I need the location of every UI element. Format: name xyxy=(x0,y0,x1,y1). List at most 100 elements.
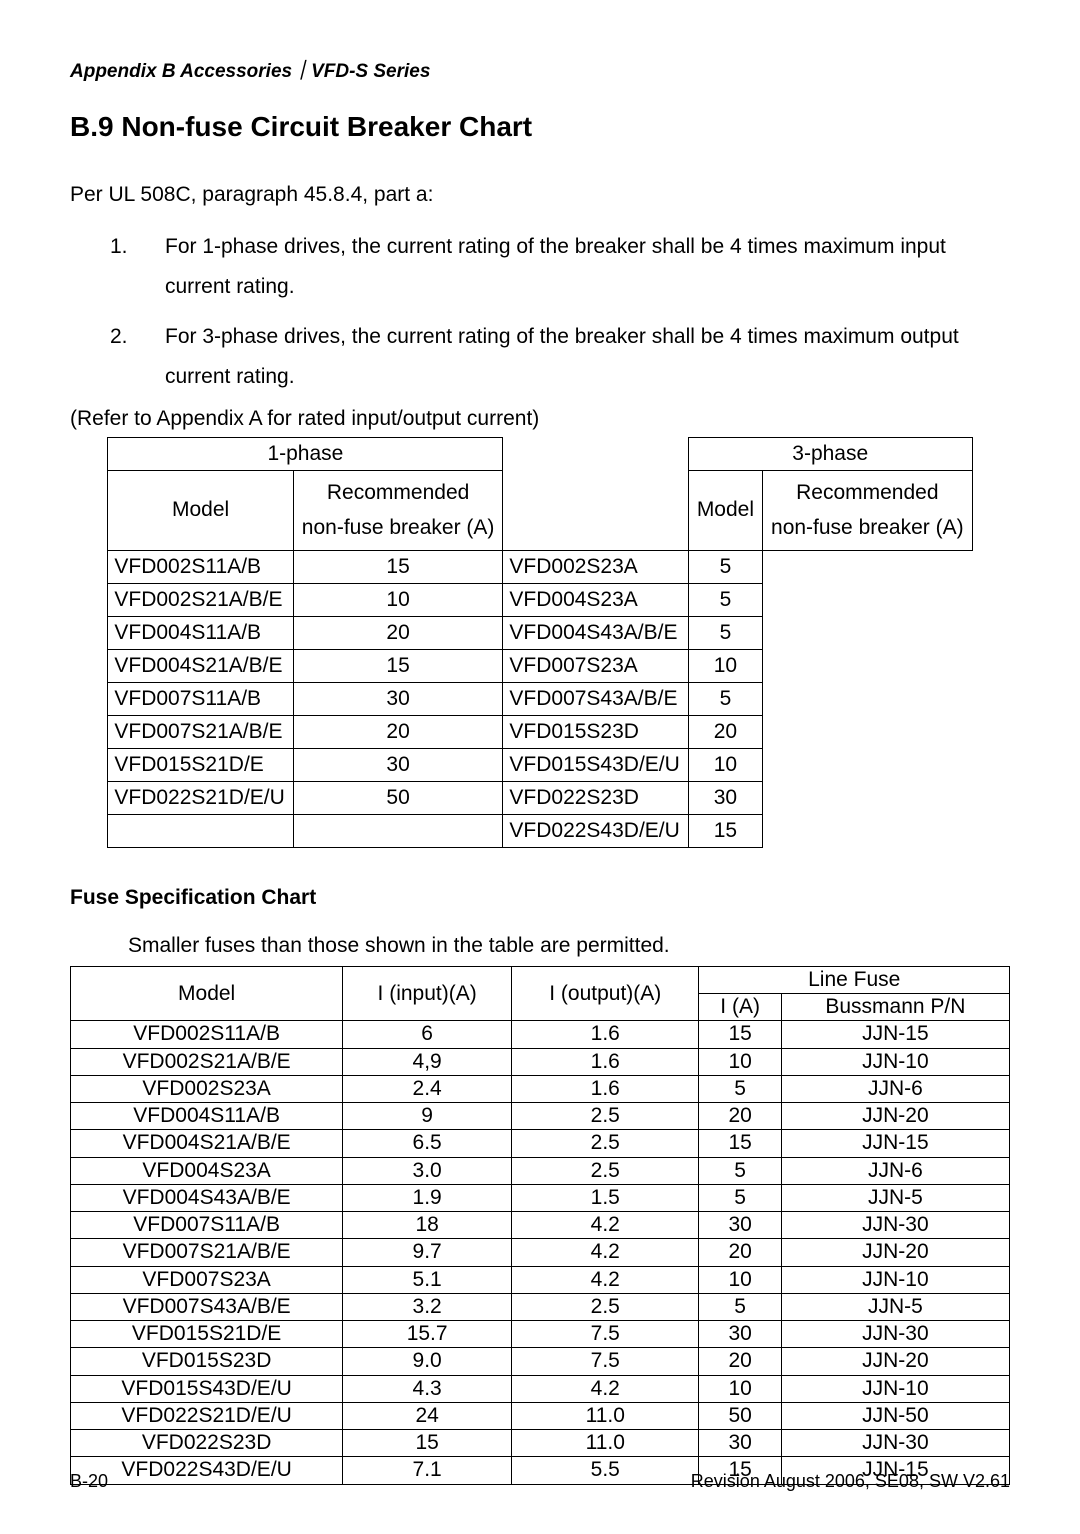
fuse-cell: 2.5 xyxy=(512,1157,699,1184)
fuse-cell: 4.3 xyxy=(343,1375,512,1402)
table-row: VFD004S21A/B/E6.52.515JJN-15 xyxy=(71,1130,1010,1157)
breaker-model-cell: VFD004S23A xyxy=(503,583,688,616)
fuse-cell: VFD007S43A/B/E xyxy=(71,1293,343,1320)
table-row: VFD015S43D/E/U4.34.210JJN-10 xyxy=(71,1375,1010,1402)
fuse-table: Model I (input)(A) I (output)(A) Line Fu… xyxy=(70,966,1010,1485)
breaker-model-cell: VFD022S43D/E/U xyxy=(503,814,688,847)
breaker-table-wrap: 1-phase 3-phase Model Recommended non-fu… xyxy=(70,437,1010,848)
table-row: VFD015S23D9.07.520JJN-20 xyxy=(71,1348,1010,1375)
fuse-cell: JJN-20 xyxy=(781,1239,1009,1266)
fuse-cell: JJN-15 xyxy=(781,1130,1009,1157)
fuse-cell: 2.5 xyxy=(512,1103,699,1130)
breaker-model-cell: VFD002S21A/B/E xyxy=(108,583,293,616)
fuse-cell: VFD015S21D/E xyxy=(71,1321,343,1348)
breaker-value-cell: 15 xyxy=(293,649,503,682)
fuse-cell: JJN-15 xyxy=(781,1021,1009,1048)
breaker-model-cell: VFD007S11A/B xyxy=(108,682,293,715)
fuse-cell: VFD002S23A xyxy=(71,1075,343,1102)
fuse-cell: 5 xyxy=(699,1157,781,1184)
fuse-cell: 9.0 xyxy=(343,1348,512,1375)
col-model-1: Model xyxy=(108,470,293,550)
fuse-col-ia: I (A) xyxy=(699,994,781,1021)
fuse-cell: JJN-10 xyxy=(781,1266,1009,1293)
fuse-cell: 50 xyxy=(699,1402,781,1429)
fuse-col-iin: I (input)(A) xyxy=(343,966,512,1021)
breaker-model-cell: VFD015S43D/E/U xyxy=(503,748,688,781)
fuse-cell: 5 xyxy=(699,1293,781,1320)
breaker-model-cell: VFD004S21A/B/E xyxy=(108,649,293,682)
intro-list-item: 2.For 3-phase drives, the current rating… xyxy=(110,317,1010,397)
fuse-cell: VFD022S21D/E/U xyxy=(71,1402,343,1429)
table-row: VFD002S23A2.41.65JJN-6 xyxy=(71,1075,1010,1102)
fuse-cell: VFD015S43D/E/U xyxy=(71,1375,343,1402)
fuse-cell: 9 xyxy=(343,1103,512,1130)
fuse-cell: VFD022S23D xyxy=(71,1430,343,1457)
table-row: VFD004S11A/B20VFD004S43A/B/E5 xyxy=(108,616,972,649)
col-rec-1: Recommended non-fuse breaker (A) xyxy=(293,470,503,550)
fuse-cell: JJN-20 xyxy=(781,1103,1009,1130)
fuse-cell: 15 xyxy=(699,1021,781,1048)
breaker-value-cell: 5 xyxy=(688,682,762,715)
table-row: VFD015S21D/E30VFD015S43D/E/U10 xyxy=(108,748,972,781)
breaker-value-cell: 5 xyxy=(688,616,762,649)
fuse-cell: 15.7 xyxy=(343,1321,512,1348)
table-row: VFD015S21D/E15.77.530JJN-30 xyxy=(71,1321,1010,1348)
fuse-cell: VFD007S23A xyxy=(71,1266,343,1293)
fuse-cell: JJN-5 xyxy=(781,1293,1009,1320)
breaker-value-cell: 30 xyxy=(293,682,503,715)
fuse-cell: JJN-20 xyxy=(781,1348,1009,1375)
list-number: 1. xyxy=(110,227,165,307)
table-row: VFD007S11A/B184.230JJN-30 xyxy=(71,1212,1010,1239)
breaker-value-cell: 10 xyxy=(688,748,762,781)
fuse-cell: 3.2 xyxy=(343,1293,512,1320)
breaker-value-cell: 5 xyxy=(688,550,762,583)
fuse-cell: JJN-30 xyxy=(781,1212,1009,1239)
breaker-value-cell: 20 xyxy=(688,715,762,748)
fuse-cell: 6 xyxy=(343,1021,512,1048)
table-row: VFD007S11A/B30VFD007S43A/B/E5 xyxy=(108,682,972,715)
list-text: For 3-phase drives, the current rating o… xyxy=(165,317,1010,397)
breaker-value-cell: 10 xyxy=(293,583,503,616)
fuse-cell: 20 xyxy=(699,1348,781,1375)
rec-l1-b: Recommended xyxy=(796,481,938,504)
footer-left: B-20 xyxy=(70,1471,108,1492)
fuse-cell: 1.6 xyxy=(512,1048,699,1075)
fuse-cell: VFD002S21A/B/E xyxy=(71,1048,343,1075)
table-row: VFD022S21D/E/U2411.050JJN-50 xyxy=(71,1402,1010,1429)
fuse-cell: 5 xyxy=(699,1184,781,1211)
page: Appendix B Accessories｜VFD-S Series B.9 … xyxy=(0,0,1080,1534)
fuse-cell: VFD004S23A xyxy=(71,1157,343,1184)
table-row: VFD022S23D1511.030JJN-30 xyxy=(71,1430,1010,1457)
breaker-model-cell: VFD007S21A/B/E xyxy=(108,715,293,748)
fuse-note: Smaller fuses than those shown in the ta… xyxy=(128,934,1010,958)
phase3-header: 3-phase xyxy=(688,437,972,470)
table-row: VFD004S23A3.02.55JJN-6 xyxy=(71,1157,1010,1184)
fuse-cell: 1.6 xyxy=(512,1021,699,1048)
intro-list-item: 1.For 1-phase drives, the current rating… xyxy=(110,227,1010,307)
table-gap xyxy=(503,437,688,550)
breaker-value-cell xyxy=(293,814,503,847)
fuse-col-model: Model xyxy=(71,966,343,1021)
breaker-model-cell: VFD002S23A xyxy=(503,550,688,583)
breaker-model-cell: VFD022S21D/E/U xyxy=(108,781,293,814)
fuse-cell: 20 xyxy=(699,1103,781,1130)
phase1-header: 1-phase xyxy=(108,437,503,470)
rec-l1-a: Recommended xyxy=(327,481,469,504)
fuse-cell: 20 xyxy=(699,1239,781,1266)
fuse-cell: JJN-10 xyxy=(781,1375,1009,1402)
fuse-cell: 7.5 xyxy=(512,1321,699,1348)
breaker-model-cell xyxy=(108,814,293,847)
breaker-model-cell: VFD004S11A/B xyxy=(108,616,293,649)
table-row: VFD022S43D/E/U15 xyxy=(108,814,972,847)
breaker-value-cell: 15 xyxy=(688,814,762,847)
breaker-table: 1-phase 3-phase Model Recommended non-fu… xyxy=(107,437,972,848)
fuse-title: Fuse Specification Chart xyxy=(70,886,1010,910)
table-row: VFD002S11A/B61.615JJN-15 xyxy=(71,1021,1010,1048)
breaker-model-cell: VFD022S23D xyxy=(503,781,688,814)
fuse-cell: 1.5 xyxy=(512,1184,699,1211)
fuse-col-iout: I (output)(A) xyxy=(512,966,699,1021)
fuse-cell: 3.0 xyxy=(343,1157,512,1184)
rec-l2-b: non-fuse breaker (A) xyxy=(771,516,964,539)
fuse-cell: 2.4 xyxy=(343,1075,512,1102)
list-number: 2. xyxy=(110,317,165,397)
